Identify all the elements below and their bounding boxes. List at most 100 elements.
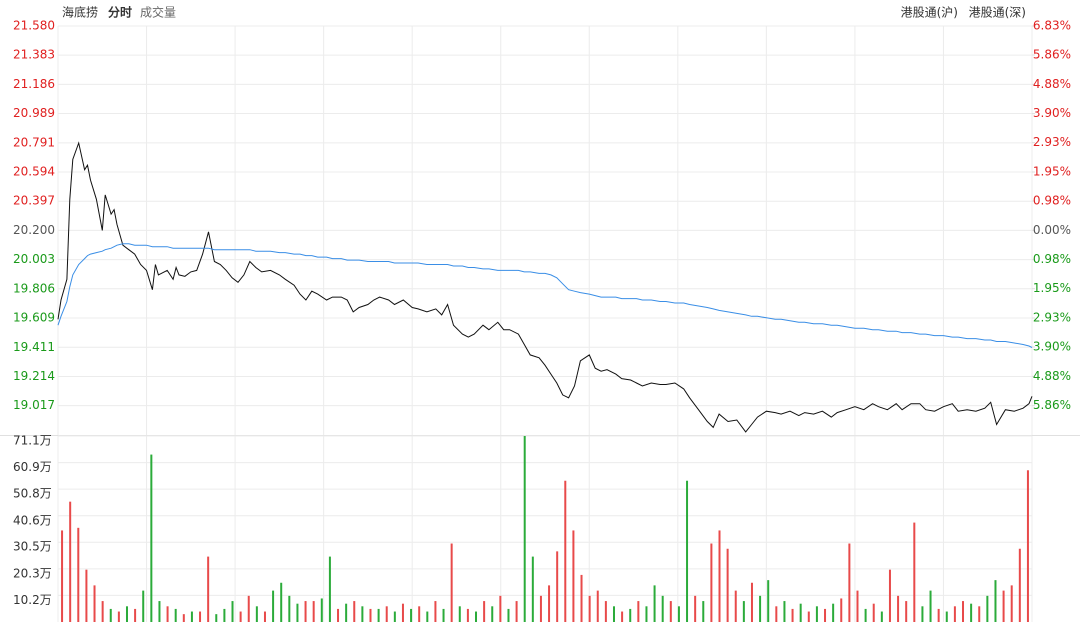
volume-bar [312, 601, 315, 622]
price-line [57, 141, 1033, 433]
volume-bar [962, 601, 965, 622]
y2-tick-label: 1.95% [1033, 165, 1071, 179]
y-tick-label: 20.989 [13, 106, 55, 120]
volume-bar [905, 601, 908, 622]
volume-bar [775, 606, 778, 622]
volume-bar [1010, 585, 1013, 622]
volume-bar [824, 608, 827, 622]
stock-name: 海底捞 [62, 5, 98, 20]
y2-tick-label: 0.98% [1033, 252, 1071, 266]
y-tick-label: 20.3万 [13, 566, 52, 580]
y2-tick-label: 5.86% [1033, 398, 1071, 412]
volume-bar [215, 614, 218, 622]
volume-bar [588, 595, 591, 622]
volume-bar [677, 606, 680, 622]
volume-bar [150, 454, 153, 622]
volume-bar [661, 595, 664, 622]
volume-bar [182, 614, 185, 622]
volume-bar [799, 603, 802, 622]
volume-bar [61, 530, 64, 622]
link[interactable]: 港股通(深) [969, 6, 1026, 20]
volume-bar [702, 601, 705, 622]
volume-bar [872, 603, 875, 622]
y2-tick-label: 3.90% [1033, 340, 1071, 354]
y2-tick-label: 4.88% [1033, 369, 1071, 383]
volume-bar [134, 608, 137, 622]
volume-bar [621, 611, 624, 622]
y-tick-label: 20.200 [13, 223, 55, 237]
volume-bar [913, 522, 916, 622]
volume-bar [531, 556, 534, 622]
volume-bar [572, 530, 575, 622]
y-tick-label: 20.003 [13, 252, 55, 266]
volume-bar [377, 608, 380, 622]
volume-bar [475, 611, 478, 622]
price-line [57, 243, 1033, 348]
volume-bar [848, 543, 851, 622]
volume-bar [385, 606, 388, 622]
volume-bar [280, 582, 283, 622]
y-tick-label: 19.017 [13, 398, 55, 412]
volume-bar [718, 530, 721, 622]
volume-bar [807, 611, 810, 622]
volume-bar [888, 569, 891, 622]
volume-bar [978, 606, 981, 622]
volume-bar [223, 608, 226, 622]
volume-bar [653, 585, 656, 622]
volume-bar [548, 585, 551, 622]
y-tick-label: 21.186 [13, 77, 55, 91]
volume-bar [174, 608, 177, 622]
volume-bar [710, 543, 713, 622]
volume-bar [369, 608, 372, 622]
volume-bar [694, 595, 697, 622]
volume-bar [231, 601, 234, 622]
y2-tick-label: 6.83% [1033, 19, 1071, 33]
volume-bar [783, 601, 786, 622]
volume-bar [1026, 470, 1029, 622]
volume-bar [832, 603, 835, 622]
volume-bar [458, 606, 461, 622]
volume-bar [345, 603, 348, 622]
tab[interactable]: 成交量 [140, 5, 176, 20]
volume-bar [637, 601, 640, 622]
volume-bar [117, 611, 120, 622]
volume-bar [742, 601, 745, 622]
volume-bar [612, 606, 615, 622]
volume-bar [434, 601, 437, 622]
y2-tick-label: 0.98% [1033, 194, 1071, 208]
y-tick-label: 21.383 [13, 48, 55, 62]
y-tick-label: 30.5万 [13, 540, 52, 554]
volume-bar [442, 608, 445, 622]
volume-bar [767, 580, 770, 622]
y-tick-label: 20.791 [13, 135, 55, 149]
volume-bar [393, 611, 396, 622]
volume-bar [994, 580, 997, 622]
volume-bar [759, 595, 762, 622]
y-tick-label: 19.609 [13, 310, 55, 324]
volume-bar [166, 606, 169, 622]
volume-bar [418, 606, 421, 622]
tab[interactable]: 分时 [108, 5, 132, 20]
volume-bar [523, 436, 526, 622]
volume-bar [320, 598, 323, 622]
y-tick-label: 40.6万 [13, 513, 52, 527]
volume-bar [85, 569, 88, 622]
volume-bar [296, 603, 299, 622]
volume-bar [361, 606, 364, 622]
volume-bar [750, 582, 753, 622]
volume-bar [791, 608, 794, 622]
y-tick-label: 21.580 [13, 19, 55, 33]
volume-bar [304, 601, 307, 622]
volume-bar [734, 590, 737, 622]
volume-bar [93, 585, 96, 622]
link[interactable]: 港股通(沪) [901, 6, 958, 20]
volume-bar [77, 527, 80, 622]
volume-bar [1018, 548, 1021, 622]
volume-bar [491, 606, 494, 622]
volume-bar [1002, 590, 1005, 622]
volume-bar [929, 590, 932, 622]
volume-bar [450, 543, 453, 622]
volume-bar [499, 595, 502, 622]
volume-bar [539, 595, 542, 622]
